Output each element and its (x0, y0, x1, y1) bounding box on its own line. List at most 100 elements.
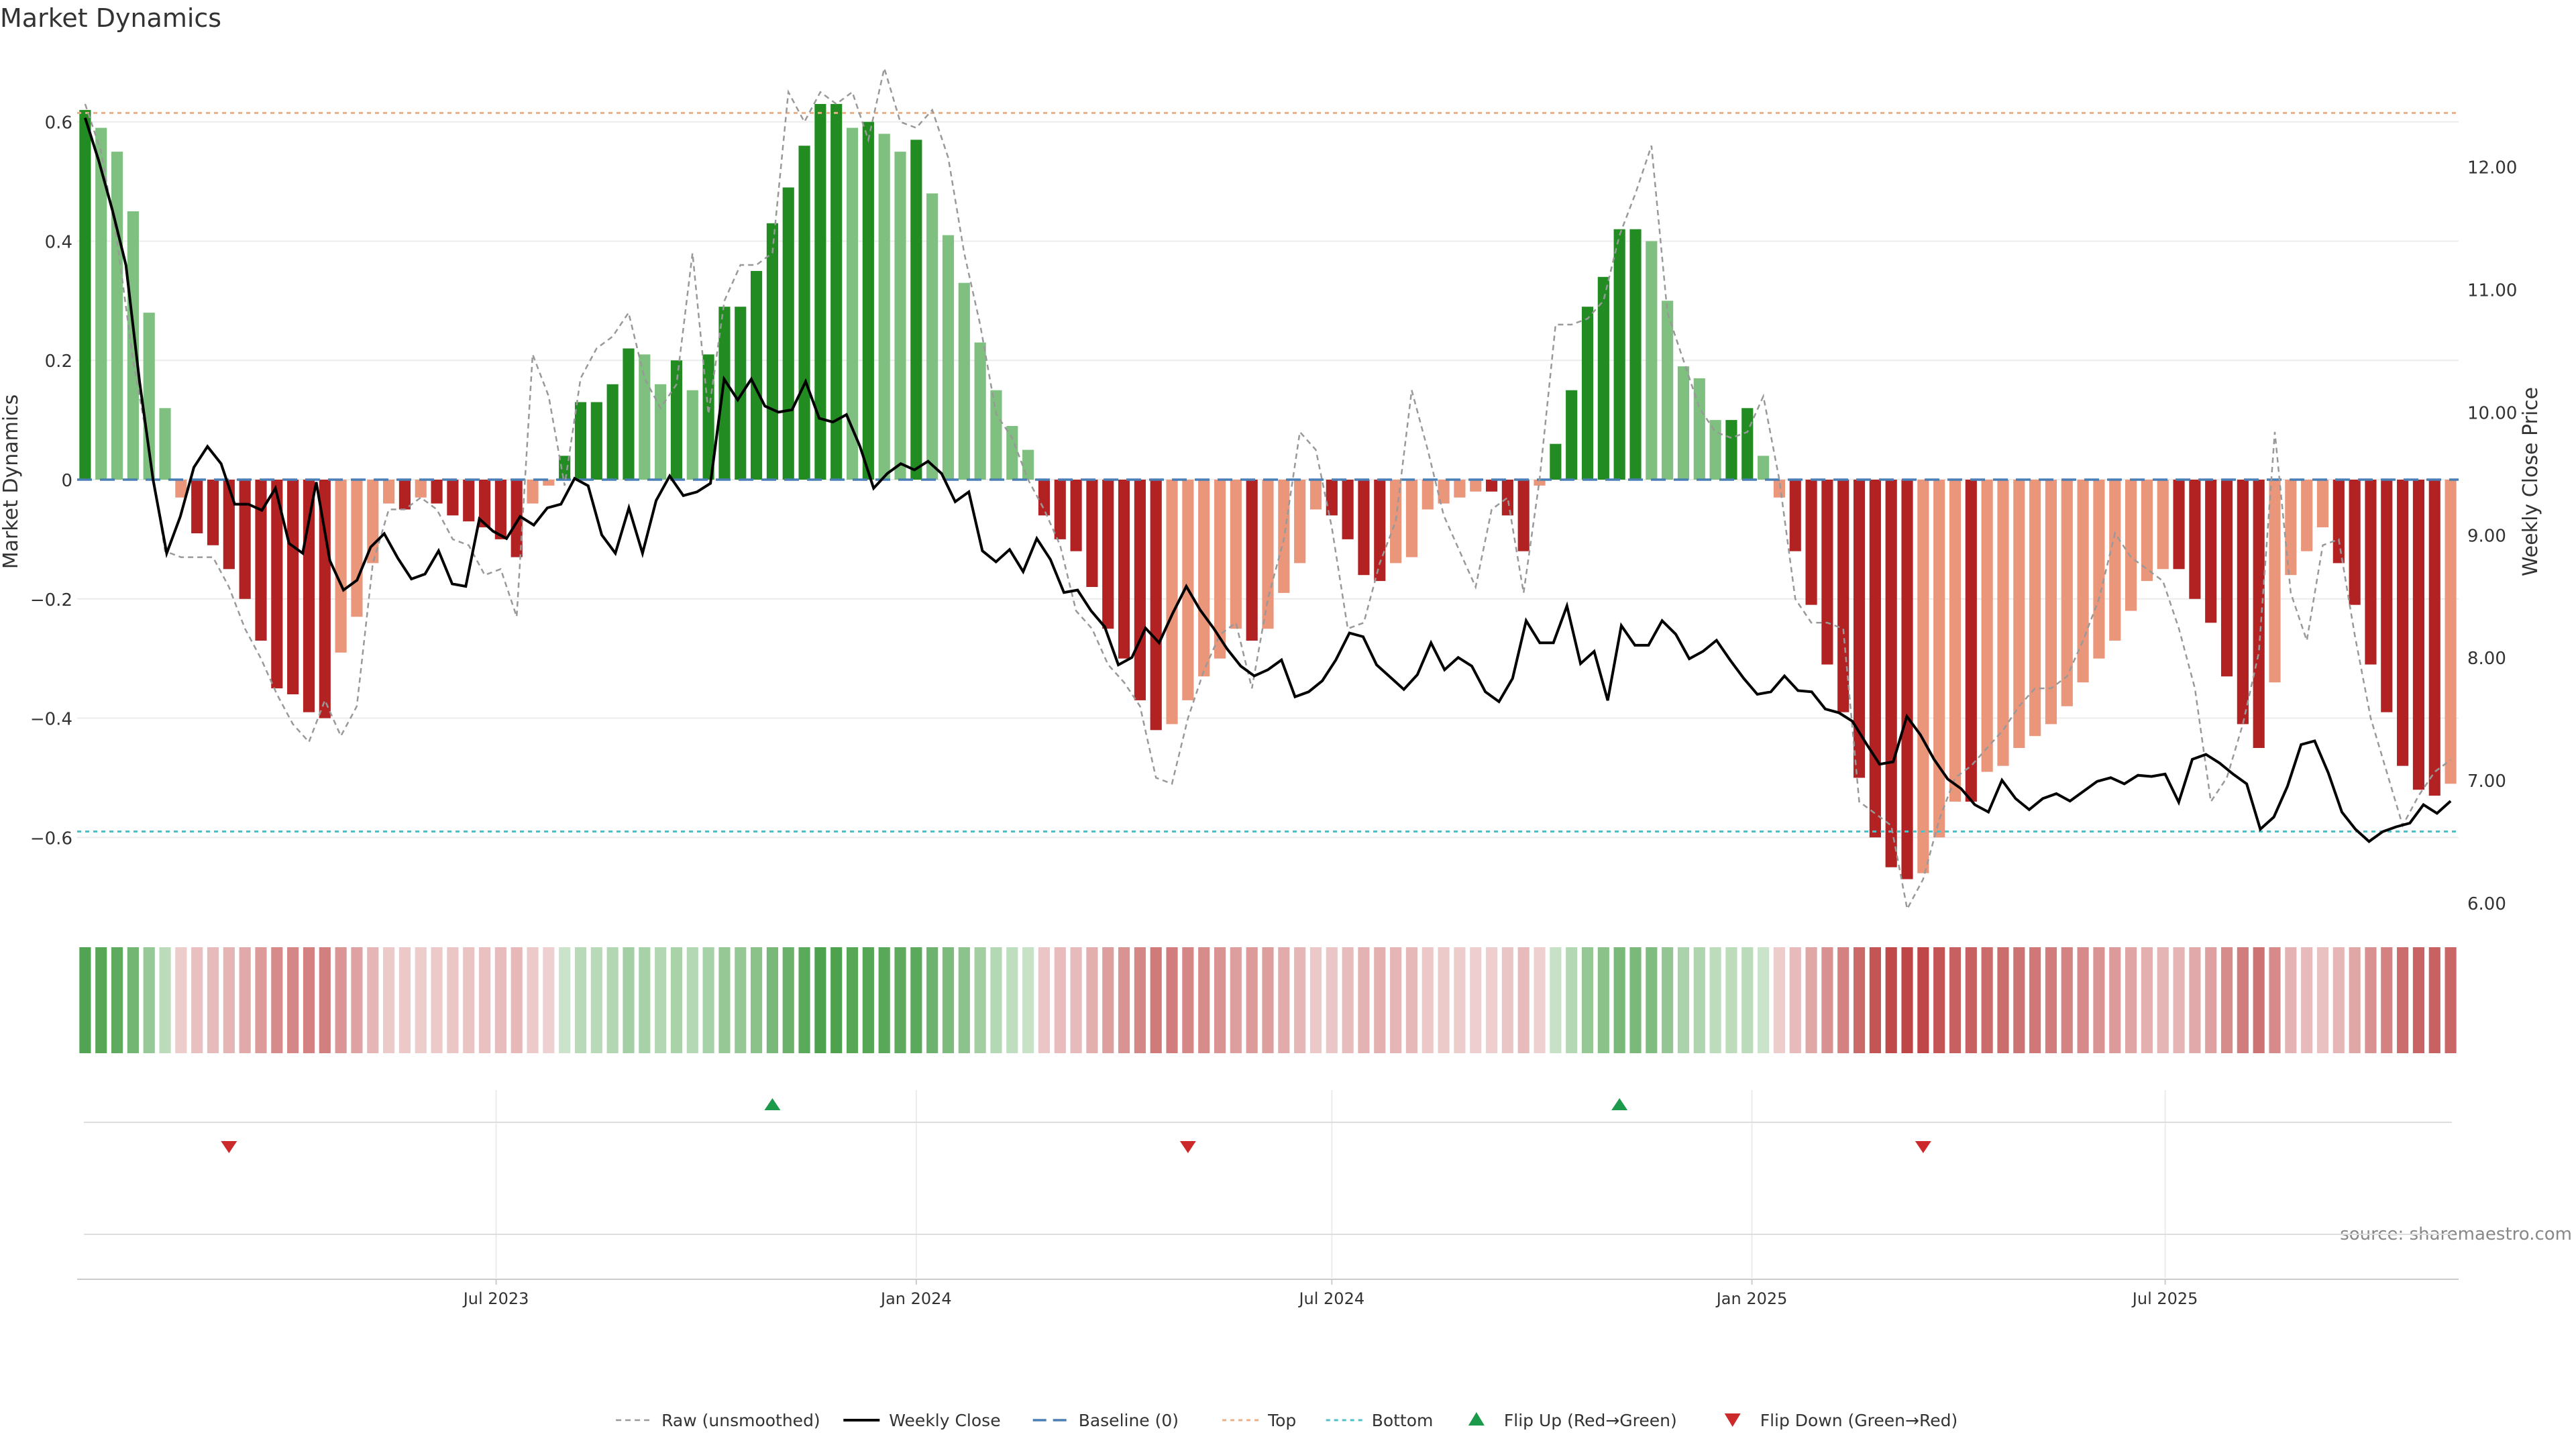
md-bar (1326, 480, 1338, 516)
md-bar (1262, 480, 1274, 629)
x-tick-label: Jul 2023 (462, 1289, 529, 1308)
regime-cell (2349, 947, 2361, 1053)
regime-cell (2397, 947, 2409, 1053)
md-bar (1965, 480, 1977, 802)
regime-cell (239, 947, 251, 1053)
md-bar (527, 480, 539, 504)
md-bar (1405, 480, 1418, 557)
regime-cell (303, 947, 315, 1053)
md-bar (942, 235, 955, 480)
md-bar (2397, 480, 2409, 766)
regime-cell (79, 947, 91, 1053)
md-bar (1741, 408, 1754, 480)
md-bar (2109, 480, 2121, 641)
flip-down-marker (1915, 1141, 1931, 1153)
regime-cell (2013, 947, 2025, 1053)
regime-cell (1917, 947, 1929, 1053)
chart-title: Market Dynamics (0, 3, 221, 33)
md-bar (463, 480, 475, 522)
regime-cell (1421, 947, 1434, 1053)
md-bar (1150, 480, 1162, 731)
regime-cell (958, 947, 970, 1053)
md-bar (494, 480, 506, 539)
md-bar (1981, 480, 1993, 772)
y-tick-label: 0.2 (45, 352, 72, 372)
md-bar (702, 354, 714, 480)
regime-cell (127, 947, 139, 1053)
md-bar (1054, 480, 1066, 539)
md-bar (1358, 480, 1370, 576)
regime-cell (2173, 947, 2185, 1053)
md-bar (319, 480, 331, 718)
regime-cell (1485, 947, 1498, 1053)
regime-cell (1853, 947, 1866, 1053)
regime-cell (1038, 947, 1051, 1053)
y-axis-label: Market Dynamics (0, 394, 23, 570)
regime-cell (782, 947, 794, 1053)
regime-cell (2220, 947, 2233, 1053)
md-bar (271, 480, 283, 689)
md-bar (223, 480, 235, 570)
regime-cell (1102, 947, 1114, 1053)
regime-cell (1150, 947, 1162, 1053)
md-bar (735, 307, 747, 480)
md-bar (2316, 480, 2329, 528)
md-bar (1102, 480, 1114, 629)
md-bar (1613, 229, 1625, 480)
regime-cell (2253, 947, 2265, 1053)
weekly-close-line (83, 117, 2452, 843)
raw-line (84, 64, 2451, 912)
md-bar (2445, 480, 2457, 784)
regime-cell (1693, 947, 1705, 1053)
md-bar (351, 480, 363, 617)
legend: Raw (unsmoothed) Weekly Close Baseline (0)… (616, 1411, 1957, 1430)
md-bar (1230, 480, 1242, 629)
md-bar (1086, 480, 1098, 587)
regime-cell (447, 947, 459, 1053)
md-bar (1438, 480, 1450, 504)
md-bar (1853, 480, 1866, 778)
regime-cell (335, 947, 347, 1053)
md-bar (1118, 480, 1130, 659)
md-bar (2125, 480, 2137, 611)
md-bar (655, 384, 667, 480)
regime-cell (1789, 947, 1801, 1053)
md-bar (2365, 480, 2377, 665)
regime-cell (1869, 947, 1881, 1053)
regime-cell (1470, 947, 1482, 1053)
regime-cell (846, 947, 859, 1053)
regime-cell (862, 947, 874, 1053)
regime-cell (527, 947, 539, 1053)
regime-cell (2365, 947, 2377, 1053)
y2-tick-label: 7.00 (2467, 771, 2506, 792)
md-bar (2332, 480, 2345, 564)
md-bar (478, 480, 491, 528)
regime-cell (990, 947, 1002, 1053)
regime-cell (926, 947, 938, 1053)
regime-cell (1070, 947, 1082, 1053)
md-bar (383, 480, 395, 504)
legend-label: Flip Up (Red→Green) (1504, 1411, 1677, 1430)
md-bar (1597, 276, 1609, 480)
x-tick-label: Jul 2024 (1297, 1289, 1364, 1308)
y2-tick-label: 12.00 (2467, 158, 2517, 178)
flip-down-marker (1179, 1141, 1196, 1153)
regime-cell (574, 947, 587, 1053)
md-bar (1198, 480, 1210, 677)
md-bar (1278, 480, 1290, 593)
md-bar (1885, 480, 1897, 867)
y-tick-label: −0.4 (30, 710, 72, 730)
md-bar (910, 140, 922, 480)
grid (77, 121, 2459, 1278)
regime-cell (319, 947, 331, 1053)
legend-label: Baseline (0) (1079, 1411, 1179, 1430)
md-bar (239, 480, 251, 599)
regime-cell (1805, 947, 1817, 1053)
md-bar (2077, 480, 2089, 683)
regime-cell (1246, 947, 1258, 1053)
regime-cell (910, 947, 922, 1053)
regime-cell (2316, 947, 2329, 1053)
regime-cell (367, 947, 379, 1053)
md-bar (878, 133, 890, 480)
